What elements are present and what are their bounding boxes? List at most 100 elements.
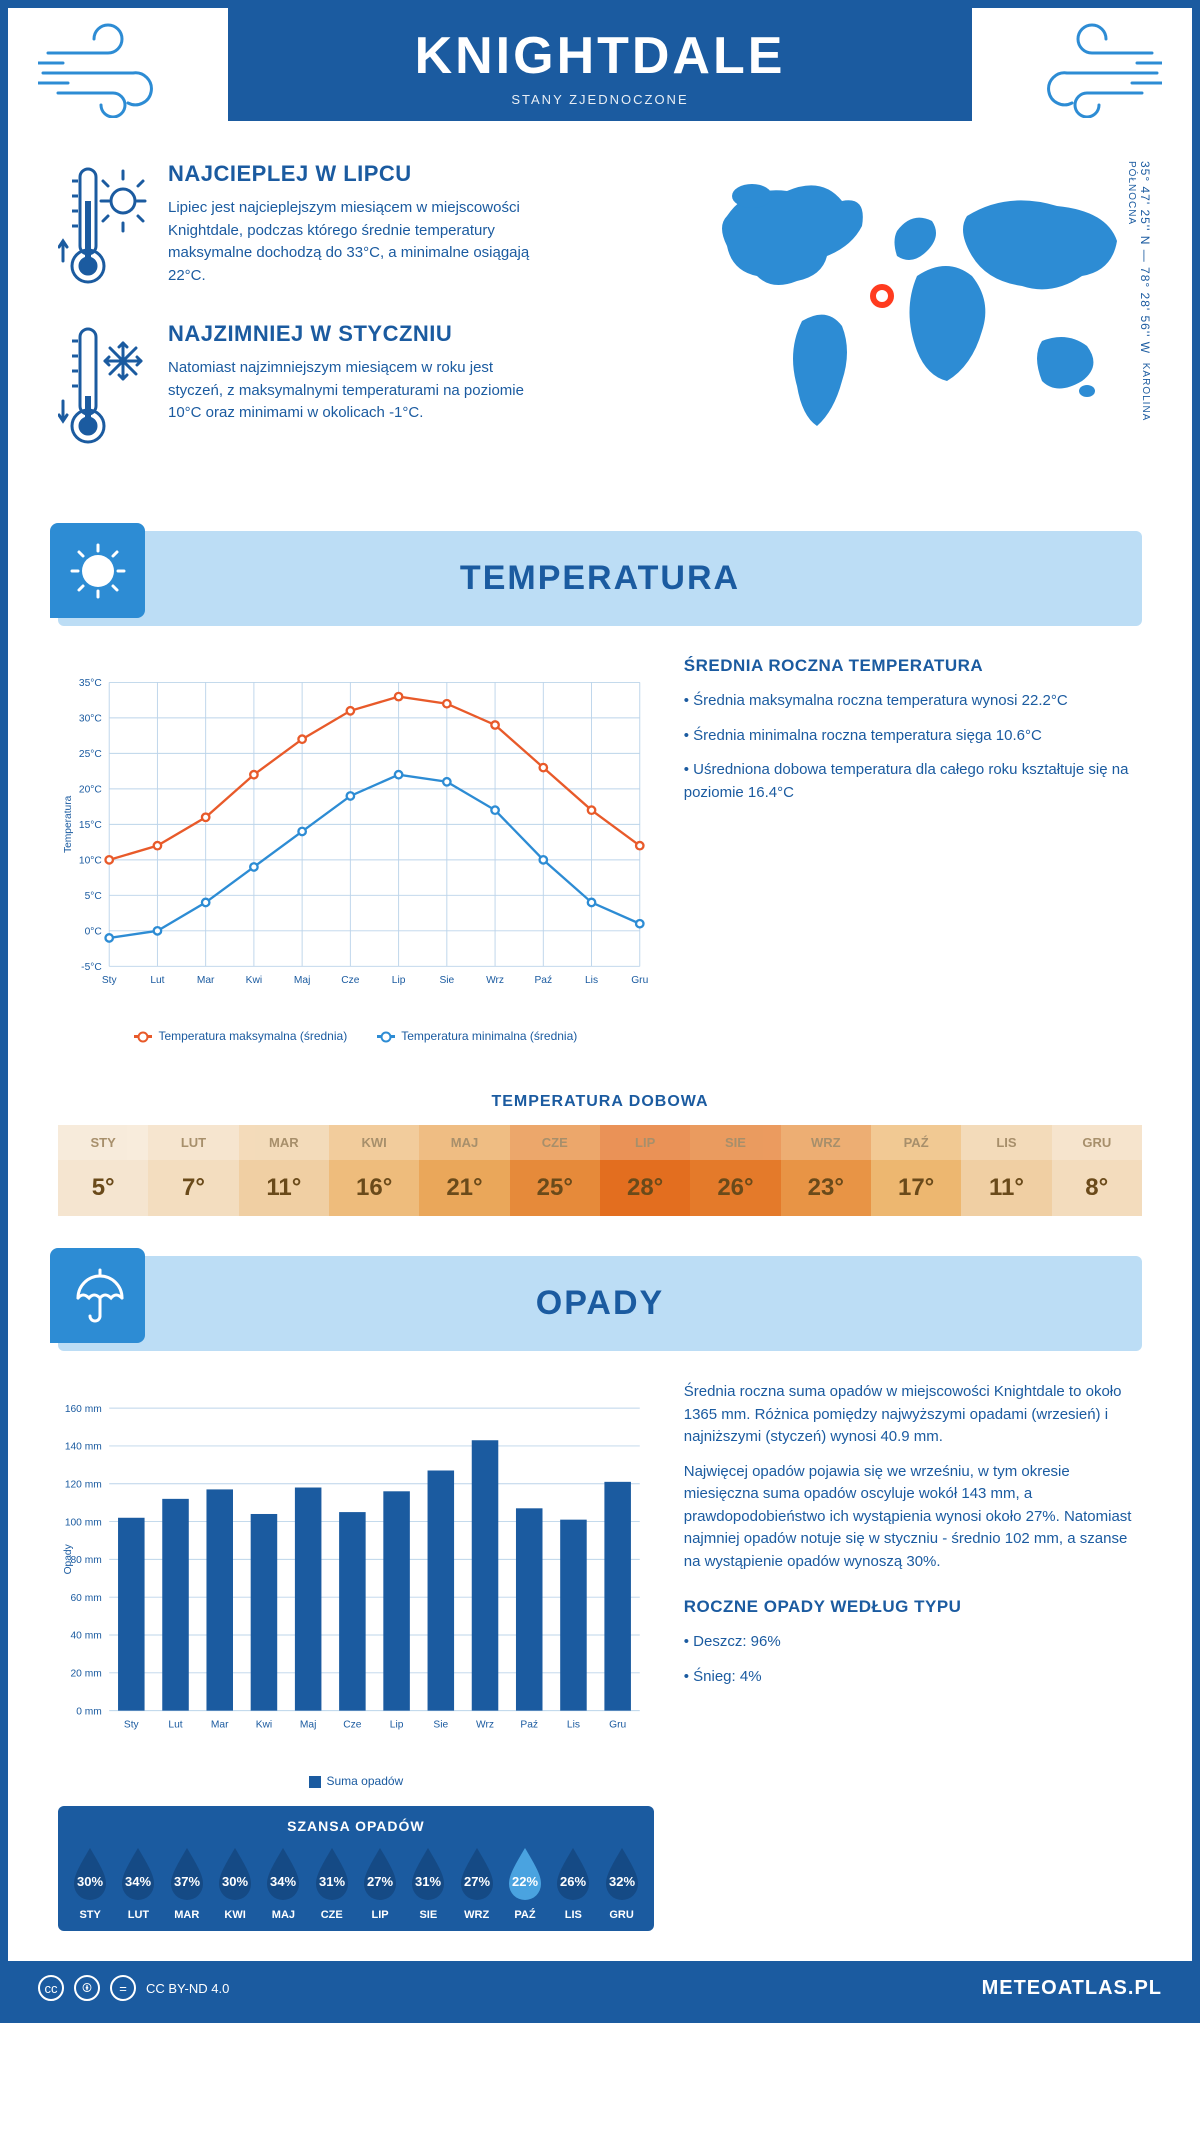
svg-text:Kwi: Kwi: [246, 975, 262, 986]
daily-temp-cell: MAR11°: [239, 1125, 329, 1216]
svg-text:37%: 37%: [174, 1874, 200, 1889]
license-text: CC BY-ND 4.0: [146, 1981, 229, 1996]
svg-text:Opady: Opady: [63, 1543, 74, 1574]
intro-section: NAJCIEPLEJ W LIPCU Lipiec jest najcieple…: [8, 121, 1192, 511]
rain-chance-panel: SZANSA OPADÓW 30%STY34%LUT37%MAR30%KWI34…: [58, 1806, 654, 1931]
rain-chance-drop: 31%CZE: [308, 1844, 356, 1921]
daily-temp-title: TEMPERATURA DOBOWA: [8, 1093, 1192, 1111]
sun-icon: [68, 541, 128, 601]
svg-text:100 mm: 100 mm: [65, 1517, 102, 1528]
svg-text:Mar: Mar: [211, 1719, 229, 1730]
svg-text:120 mm: 120 mm: [65, 1479, 102, 1490]
license-block: cc 🅯 = CC BY-ND 4.0: [38, 1975, 229, 2001]
precip-by-type-list: Deszcz: 96% Śnieg: 4%: [684, 1631, 1142, 1688]
daily-temp-cell: LIP28°: [600, 1125, 690, 1216]
precip-section-header: OPADY: [58, 1256, 1142, 1351]
svg-text:60 mm: 60 mm: [71, 1593, 102, 1604]
daily-temp-cell: MAJ21°: [419, 1125, 509, 1216]
rain-chance-drop: 37%MAR: [163, 1844, 211, 1921]
temp-stat-item: Średnia minimalna roczna temperatura się…: [684, 725, 1142, 748]
precip-by-type-title: ROCZNE OPADY WEDŁUG TYPU: [684, 1597, 1142, 1617]
svg-text:30%: 30%: [222, 1874, 248, 1889]
wind-icon: [38, 18, 208, 118]
svg-text:Sie: Sie: [439, 975, 454, 986]
svg-text:Kwi: Kwi: [256, 1719, 272, 1730]
svg-text:0 mm: 0 mm: [76, 1706, 102, 1717]
svg-text:Sty: Sty: [124, 1719, 140, 1730]
temp-stats-list: Średnia maksymalna roczna temperatura wy…: [684, 690, 1142, 804]
svg-text:Wrz: Wrz: [476, 1719, 494, 1730]
svg-text:22%: 22%: [512, 1874, 538, 1889]
svg-text:Gru: Gru: [631, 975, 648, 986]
temp-stats-title: ŚREDNIA ROCZNA TEMPERATURA: [684, 656, 1142, 676]
temp-stat-item: Średnia maksymalna roczna temperatura wy…: [684, 690, 1142, 713]
precip-type-item: Śnieg: 4%: [684, 1666, 1142, 1689]
svg-text:Maj: Maj: [300, 1719, 316, 1730]
rain-chance-drop: 27%WRZ: [453, 1844, 501, 1921]
daily-temp-cell: LUT7°: [148, 1125, 238, 1216]
svg-text:15°C: 15°C: [79, 820, 102, 831]
svg-text:34%: 34%: [270, 1874, 296, 1889]
temp-stat-item: Uśredniona dobowa temperatura dla całego…: [684, 759, 1142, 804]
svg-text:Paź: Paź: [534, 975, 552, 986]
svg-text:Paź: Paź: [520, 1719, 538, 1730]
rain-chance-drop: 31%SIE: [404, 1844, 452, 1921]
svg-text:31%: 31%: [415, 1874, 441, 1889]
svg-text:20°C: 20°C: [79, 785, 102, 796]
temperature-section-header: TEMPERATURA: [58, 531, 1142, 626]
nd-icon: =: [110, 1975, 136, 2001]
precip-type-item: Deszcz: 96%: [684, 1631, 1142, 1654]
svg-text:Gru: Gru: [609, 1719, 626, 1730]
svg-text:27%: 27%: [464, 1874, 490, 1889]
svg-text:Lut: Lut: [168, 1719, 182, 1730]
daily-temp-cell: STY5°: [58, 1125, 148, 1216]
umbrella-icon: [68, 1266, 128, 1326]
svg-text:80 mm: 80 mm: [71, 1555, 102, 1566]
hot-text: Lipiec jest najcieplejszym miesiącem w m…: [168, 197, 548, 287]
svg-text:Temperatura: Temperatura: [63, 795, 74, 853]
temperature-body: -5°C0°C5°C10°C15°C20°C25°C30°C35°CStyLut…: [8, 656, 1192, 1073]
svg-text:32%: 32%: [609, 1874, 635, 1889]
svg-text:Cze: Cze: [343, 1719, 361, 1730]
svg-text:Wrz: Wrz: [486, 975, 504, 986]
svg-text:Sie: Sie: [433, 1719, 448, 1730]
cold-month-block: NAJZIMNIEJ W STYCZNIU Natomiast najzimni…: [58, 321, 642, 451]
precip-para2: Najwięcej opadów pojawia się we wrześniu…: [684, 1461, 1142, 1574]
country-name: STANY ZJEDNOCZONE: [228, 92, 972, 107]
rain-chance-drop: 34%MAJ: [259, 1844, 307, 1921]
precip-bar-chart: 0 mm20 mm40 mm60 mm80 mm100 mm120 mm140 …: [58, 1381, 654, 1761]
rain-chance-drop: 27%LIP: [356, 1844, 404, 1921]
precip-legend: Suma opadów: [58, 1774, 654, 1788]
svg-text:140 mm: 140 mm: [65, 1442, 102, 1453]
rain-chance-drop: 32%GRU: [597, 1844, 645, 1921]
svg-text:Lut: Lut: [150, 975, 164, 986]
by-icon: 🅯: [74, 1975, 100, 2001]
svg-text:25°C: 25°C: [79, 749, 102, 760]
daily-temp-cell: GRU8°: [1052, 1125, 1142, 1216]
svg-text:31%: 31%: [319, 1874, 345, 1889]
svg-text:160 mm: 160 mm: [65, 1404, 102, 1415]
svg-text:Lip: Lip: [390, 1719, 404, 1730]
svg-text:35°C: 35°C: [79, 678, 102, 689]
daily-temp-cell: CZE25°: [510, 1125, 600, 1216]
rain-chance-drop: 34%LUT: [114, 1844, 162, 1921]
cc-icon: cc: [38, 1975, 64, 2001]
svg-text:27%: 27%: [367, 1874, 393, 1889]
cold-text: Natomiast najzimniejszym miesiącem w rok…: [168, 357, 548, 425]
svg-text:Lis: Lis: [567, 1719, 580, 1730]
rain-chance-drop: 26%LIS: [549, 1844, 597, 1921]
rain-chance-drops: 30%STY34%LUT37%MAR30%KWI34%MAJ31%CZE27%L…: [66, 1844, 646, 1921]
svg-text:20 mm: 20 mm: [71, 1669, 102, 1680]
svg-text:30%: 30%: [77, 1874, 103, 1889]
daily-temp-cell: WRZ23°: [781, 1125, 871, 1216]
precip-title: OPADY: [58, 1284, 1142, 1323]
rain-chance-title: SZANSA OPADÓW: [66, 1818, 646, 1834]
svg-text:30°C: 30°C: [79, 714, 102, 725]
rain-chance-drop: 22%PAŹ: [501, 1844, 549, 1921]
precip-body: 0 mm20 mm40 mm60 mm80 mm100 mm120 mm140 …: [8, 1381, 1192, 1961]
hot-month-block: NAJCIEPLEJ W LIPCU Lipiec jest najcieple…: [58, 161, 642, 291]
thermometer-hot-icon: [58, 161, 148, 291]
temperature-title: TEMPERATURA: [58, 559, 1142, 598]
svg-text:5°C: 5°C: [85, 891, 102, 902]
svg-text:10°C: 10°C: [79, 856, 102, 867]
